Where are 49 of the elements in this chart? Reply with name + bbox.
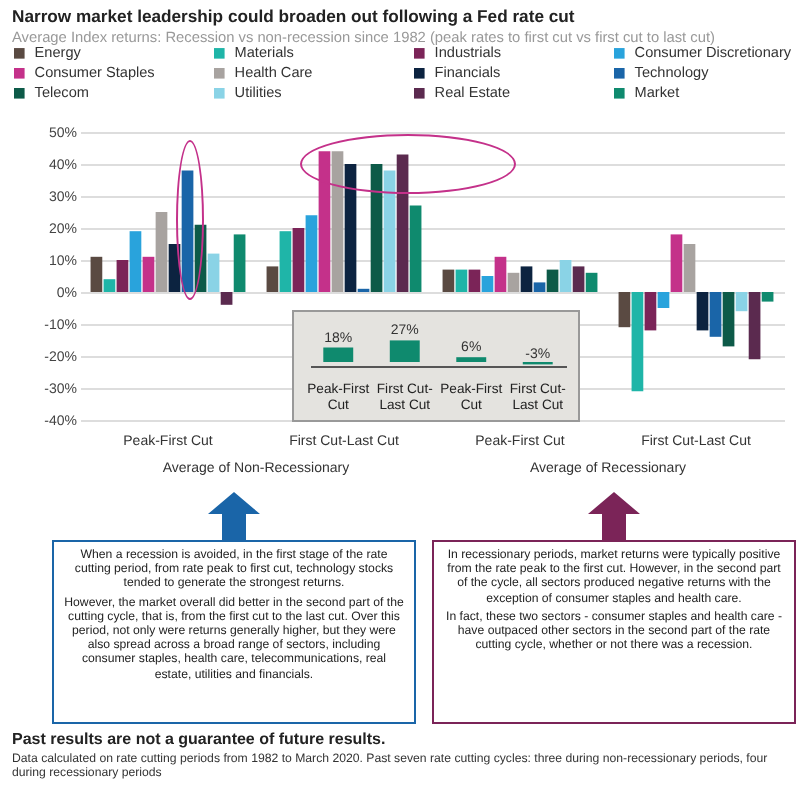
bar [266,266,279,292]
bar [396,154,409,292]
bar [442,269,455,292]
bar [507,272,520,292]
bar [546,269,559,292]
bar [279,231,292,292]
bar [735,292,748,312]
bar [129,231,142,292]
bar [618,292,631,328]
bar [481,276,494,292]
bar [207,253,220,292]
bar [696,292,709,331]
bar [344,164,357,292]
bar [155,212,168,292]
bar [318,151,331,292]
bar [181,170,194,292]
bar [709,292,722,337]
chart-title: Narrow market leadership could broaden out following a Fed rate cut [12,6,575,26]
bar [142,256,155,292]
bar [103,279,116,292]
bar [305,215,318,292]
bar [116,260,129,292]
bar [520,266,533,292]
bar [494,256,507,292]
bar [533,282,546,292]
bar [90,256,103,292]
bar [233,234,246,292]
text: Past results are not a guarantee of future results. [12,730,386,748]
bar [761,292,774,302]
bar [644,292,657,331]
bar [409,205,422,292]
bar [468,269,481,292]
bar [389,340,420,362]
bar [455,269,468,292]
bar [670,234,683,292]
bar [323,347,354,362]
bar [631,292,644,392]
bar [559,260,572,292]
bar [722,292,735,347]
bar [748,292,761,360]
bar [572,266,585,292]
bar [370,164,383,292]
bar [657,292,670,308]
bar [683,244,696,292]
bar [585,272,598,292]
bar [331,151,344,292]
bar [292,228,305,292]
bar [383,170,396,292]
bar [220,292,233,305]
